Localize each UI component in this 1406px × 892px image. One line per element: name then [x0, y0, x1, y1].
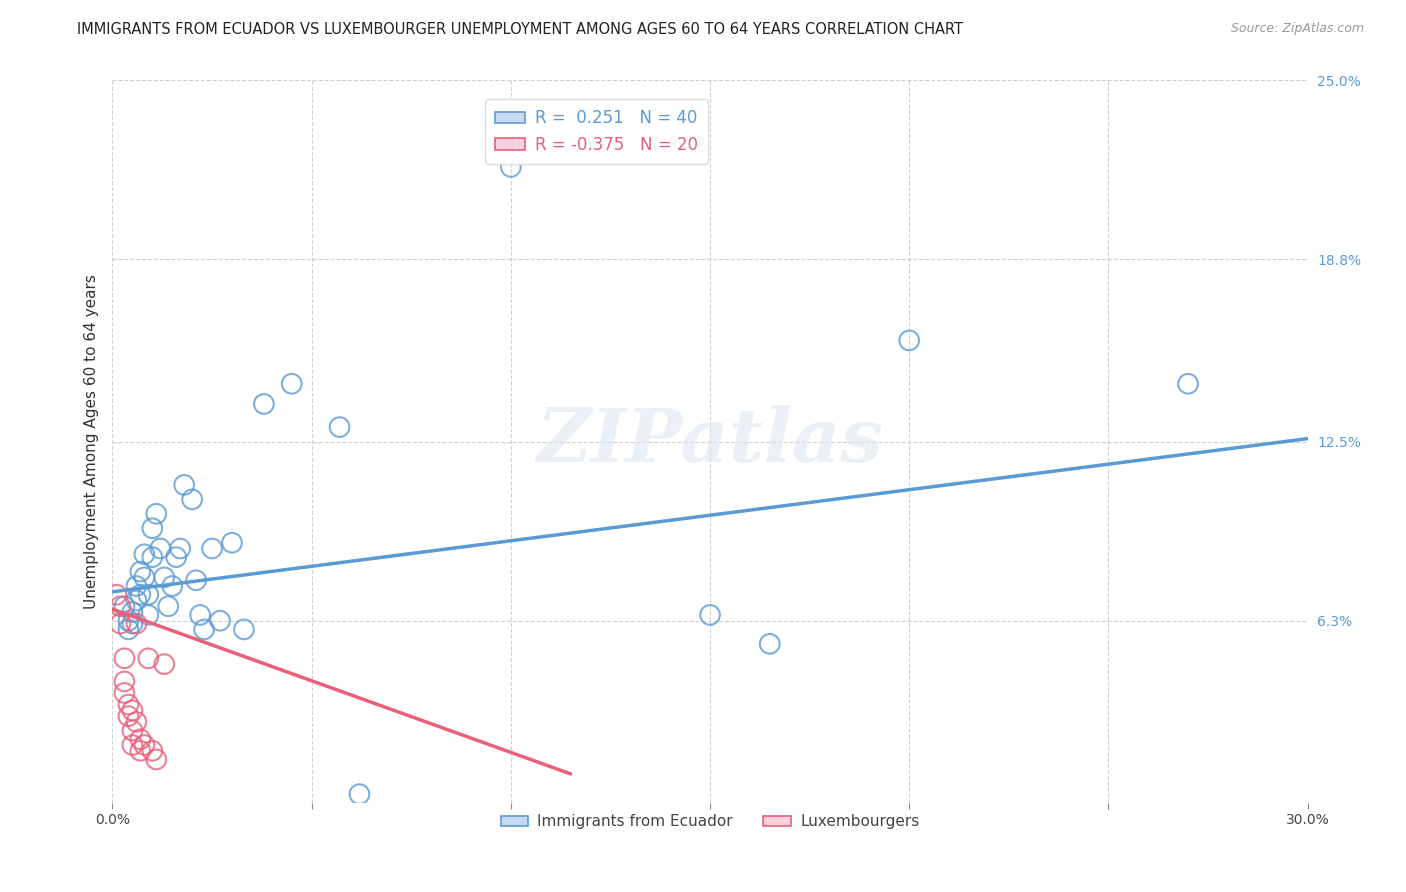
Point [221, 535, 243, 549]
Point [121, 616, 143, 631]
Point [114, 599, 135, 614]
Point [121, 703, 143, 717]
Y-axis label: Unemployment Among Ages 60 to 64 years: Unemployment Among Ages 60 to 64 years [83, 274, 98, 609]
Text: Source: ZipAtlas.com: Source: ZipAtlas.com [1230, 22, 1364, 36]
Point [162, 579, 183, 593]
Point [121, 738, 143, 752]
Point [209, 614, 232, 628]
Point [125, 714, 148, 729]
Point [114, 686, 135, 700]
Point [129, 744, 152, 758]
Point [138, 651, 160, 665]
Point [145, 507, 167, 521]
Point [121, 605, 143, 619]
Point [110, 599, 132, 614]
Point [125, 616, 148, 631]
Point [129, 565, 152, 579]
Point [125, 579, 148, 593]
Point [117, 698, 139, 712]
Point [165, 550, 187, 565]
Point [898, 334, 921, 348]
Point [134, 570, 156, 584]
Point [499, 160, 522, 174]
Point [201, 541, 224, 556]
Point [149, 541, 172, 556]
Point [141, 521, 163, 535]
Point [138, 607, 160, 622]
Point [110, 616, 132, 631]
Point [233, 623, 256, 637]
Point [329, 420, 352, 434]
Point [181, 492, 204, 507]
Point [186, 574, 208, 588]
Point [134, 738, 156, 752]
Point [253, 397, 276, 411]
Legend: Immigrants from Ecuador, Luxembourgers: Immigrants from Ecuador, Luxembourgers [492, 805, 928, 838]
Point [188, 607, 211, 622]
Point [157, 599, 180, 614]
Point [173, 478, 195, 492]
Point [129, 588, 152, 602]
Point [138, 588, 160, 602]
Point [153, 570, 176, 584]
Point [134, 547, 156, 561]
Point [129, 732, 152, 747]
Point [125, 593, 148, 607]
Text: ZIPatlas: ZIPatlas [537, 405, 883, 478]
Point [117, 709, 139, 723]
Point [699, 607, 721, 622]
Point [114, 651, 135, 665]
Point [169, 541, 191, 556]
Text: IMMIGRANTS FROM ECUADOR VS LUXEMBOURGER UNEMPLOYMENT AMONG AGES 60 TO 64 YEARS C: IMMIGRANTS FROM ECUADOR VS LUXEMBOURGER … [77, 22, 963, 37]
Point [114, 674, 135, 689]
Point [759, 637, 782, 651]
Point [145, 752, 167, 766]
Point [1177, 376, 1199, 391]
Point [141, 550, 163, 565]
Point [121, 723, 143, 738]
Point [141, 744, 163, 758]
Point [117, 614, 139, 628]
Point [281, 376, 304, 391]
Point [349, 787, 371, 801]
Point [105, 588, 128, 602]
Point [193, 623, 215, 637]
Point [153, 657, 176, 671]
Point [117, 623, 139, 637]
